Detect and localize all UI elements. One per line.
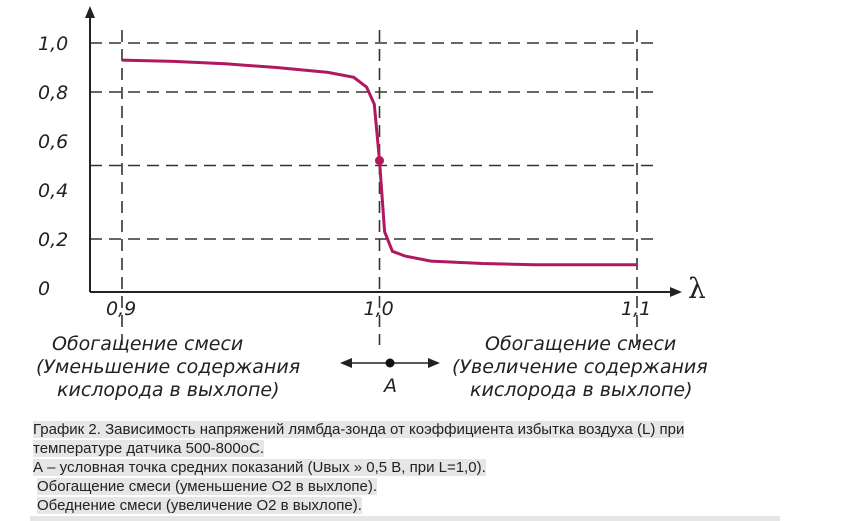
data-point-a	[375, 156, 384, 166]
annotation-right-line3: кислорода в выхлопе)	[470, 379, 693, 401]
y-axis-arrow	[85, 6, 95, 18]
y-tick-label: 0	[38, 278, 50, 300]
annotation-left-line1: Обогащение смеси	[52, 333, 243, 355]
lambda-sensor-chart: 0 0,2 0,4 0,6 0,8 1,0 0,9 1,0 1,1 λ Обогащение с…	[36, 6, 708, 401]
cut-off-text-line	[30, 516, 780, 521]
annotation-right-line2: (Увеличение содержания	[452, 356, 708, 378]
annotation-left-line2: (Уменьшение содержания	[36, 356, 300, 378]
caption-line-1: График 2. Зависимость напряжений лямбда-…	[33, 421, 685, 438]
caption-line-5: Обеднение смеси (увеличение О2 в выхлопе…	[37, 497, 362, 514]
bidirectional-arrow	[340, 358, 440, 368]
grid	[90, 30, 660, 345]
y-tick-label: 0,6	[38, 131, 68, 153]
caption-line-4: Обогащение смеси (уменьшение О2 в выхлоп…	[37, 478, 378, 495]
figure-caption: График 2. Зависимость напряжений лямбда-…	[33, 420, 793, 515]
x-tick-label: 1,0	[364, 298, 394, 320]
x-tick-label: 0,9	[106, 298, 136, 320]
y-tick-label: 0,2	[38, 229, 68, 251]
y-tick-label: 0,8	[38, 82, 68, 104]
point-a-dot	[385, 358, 395, 368]
x-axis-label: λ	[688, 272, 706, 305]
annotation-left-line3: кислорода в выхлопе)	[57, 379, 280, 401]
point-a-label: A	[382, 375, 397, 397]
caption-line-2: температуре датчика 500-800оС.	[33, 440, 265, 457]
y-tick-label: 1,0	[38, 33, 68, 55]
axes	[85, 6, 682, 297]
series	[121, 58, 637, 267]
y-tick-label: 0,4	[38, 180, 68, 202]
caption-line-3: А – условная точка средних показаний (Uв…	[33, 459, 486, 476]
tick-labels: 0 0,2 0,4 0,6 0,8 1,0 0,9 1,0 1,1	[38, 33, 651, 320]
x-axis-arrow	[670, 287, 682, 297]
x-tick-label: 1,1	[621, 298, 651, 320]
annotation-right-line1: Обогащение смеси	[485, 333, 676, 355]
